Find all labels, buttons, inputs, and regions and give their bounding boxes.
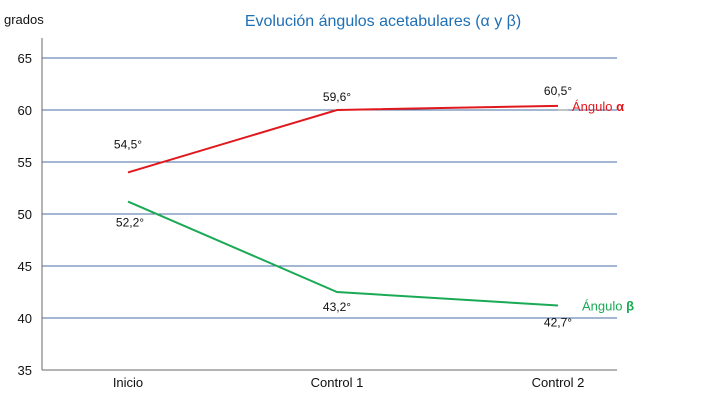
y-axis-label: grados (4, 12, 44, 27)
y-tick-label: 60 (18, 103, 32, 118)
data-label: 59,6° (323, 90, 351, 104)
data-label: 54,5° (114, 137, 142, 151)
y-tick-label: 55 (18, 155, 32, 170)
series-lines (127, 104, 559, 307)
data-labels: 54,5° 59,6° 60,5° 52,2° 43,2° 42,7° (114, 84, 572, 330)
x-tick-labels: Inicio Control 1 Control 2 (113, 375, 585, 390)
data-label: 60,5° (544, 84, 572, 98)
y-tick-label: 40 (18, 311, 32, 326)
axes (41, 38, 617, 371)
x-tick-label: Control 2 (532, 375, 585, 390)
y-tick-label: 45 (18, 259, 32, 274)
x-tick-label: Control 1 (311, 375, 364, 390)
data-label: 42,7° (544, 316, 572, 330)
gridlines (42, 57, 617, 319)
series-line (127, 200, 559, 307)
data-label: 43,2° (323, 300, 351, 314)
series-label: Ángulo β (582, 299, 634, 314)
y-tick-label: 50 (18, 207, 32, 222)
y-tick-labels: 35 40 45 50 55 60 65 (18, 51, 32, 378)
y-tick-label: 65 (18, 51, 32, 66)
x-tick-label: Inicio (113, 375, 143, 390)
y-tick-label: 35 (18, 363, 32, 378)
series-labels: Ángulo α Ángulo β (572, 99, 634, 314)
data-label: 52,2° (116, 216, 144, 230)
series-line (127, 104, 559, 174)
chart-title: Evolución ángulos acetabulares (α y β) (245, 13, 521, 30)
series-label: Ángulo α (572, 99, 624, 114)
